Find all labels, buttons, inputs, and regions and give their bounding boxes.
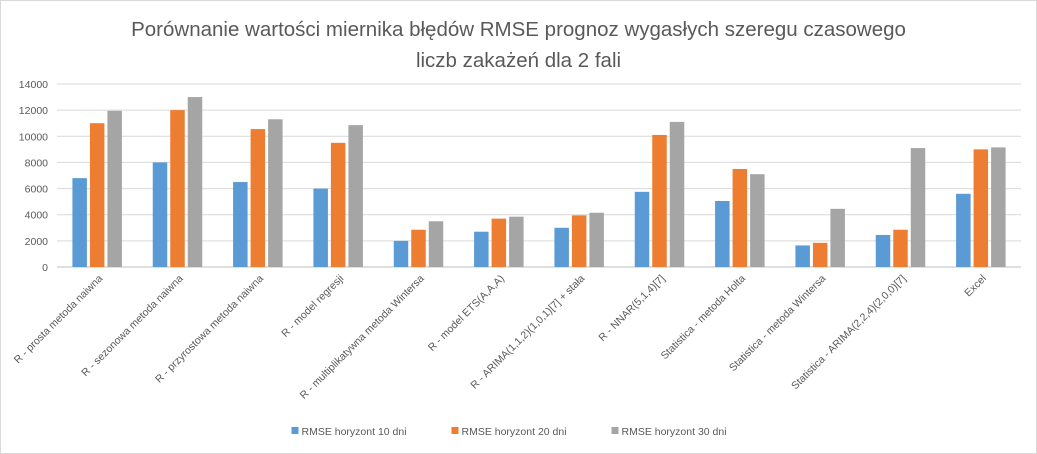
bar (72, 178, 87, 267)
legend-label: RMSE horyzont 10 dni (302, 426, 407, 438)
bar (893, 229, 908, 267)
bar (89, 123, 105, 267)
bar (812, 242, 828, 267)
x-category-label: R - model ETS(A,A,A) (426, 273, 507, 354)
bar (233, 182, 248, 267)
bar (795, 245, 810, 267)
bar (313, 188, 328, 267)
x-category-label: Statistica - metoda Holta (659, 273, 748, 362)
bar (250, 129, 266, 267)
bar (474, 231, 489, 267)
bar (991, 147, 1006, 267)
bar (170, 110, 185, 268)
bar (554, 227, 569, 267)
chart-title-line1: Porównanie wartości miernika błędów RMSE… (131, 18, 906, 41)
bar (910, 148, 926, 267)
bar (348, 125, 363, 267)
chart-title: Porównanie wartości miernika błędów RMSE… (0, 14, 1037, 76)
bar (669, 121, 685, 268)
x-category-label: R - model regresji (279, 273, 346, 340)
x-category-label: R - multiplikatywna metoda Wintersa (298, 273, 427, 402)
x-category-label: R - NNAR(5,1,4)[7] (596, 273, 667, 344)
legend-swatch (451, 427, 459, 434)
x-category-label: Excel (962, 273, 989, 300)
bar (268, 119, 283, 268)
legend-swatch (291, 427, 299, 434)
bar (830, 208, 845, 267)
bar (571, 215, 587, 267)
bar (187, 97, 203, 267)
bar (152, 162, 168, 267)
y-tick-label: 10000 (19, 131, 48, 143)
bar (428, 221, 444, 267)
legend-label: RMSE horyzont 30 dni (622, 426, 727, 438)
y-tick-label: 4000 (25, 210, 49, 222)
bar (393, 240, 409, 267)
y-tick-label: 12000 (19, 105, 48, 117)
bar (732, 168, 748, 267)
bar (330, 142, 346, 267)
y-tick-label: 14000 (19, 79, 48, 91)
bar (973, 149, 989, 267)
chart-title-line2: liczb zakażeń dla 2 fali (415, 49, 622, 72)
y-tick-label: 6000 (25, 184, 49, 196)
bar (634, 191, 650, 267)
bar (715, 200, 730, 267)
bar (107, 110, 122, 268)
y-tick-label: 2000 (25, 236, 49, 248)
bar (509, 216, 524, 267)
bar (750, 174, 765, 267)
bar (875, 234, 891, 267)
bar (652, 134, 667, 267)
bar (411, 229, 426, 267)
legend-label: RMSE horyzont 20 dni (462, 426, 567, 438)
legend-swatch (611, 427, 619, 434)
y-tick-label: 0 (42, 262, 48, 274)
bar (589, 212, 604, 267)
x-category-label: R - prosta metoda naiwna (12, 273, 106, 367)
y-tick-label: 8000 (25, 157, 49, 169)
bar (491, 218, 507, 267)
bar (956, 193, 971, 267)
